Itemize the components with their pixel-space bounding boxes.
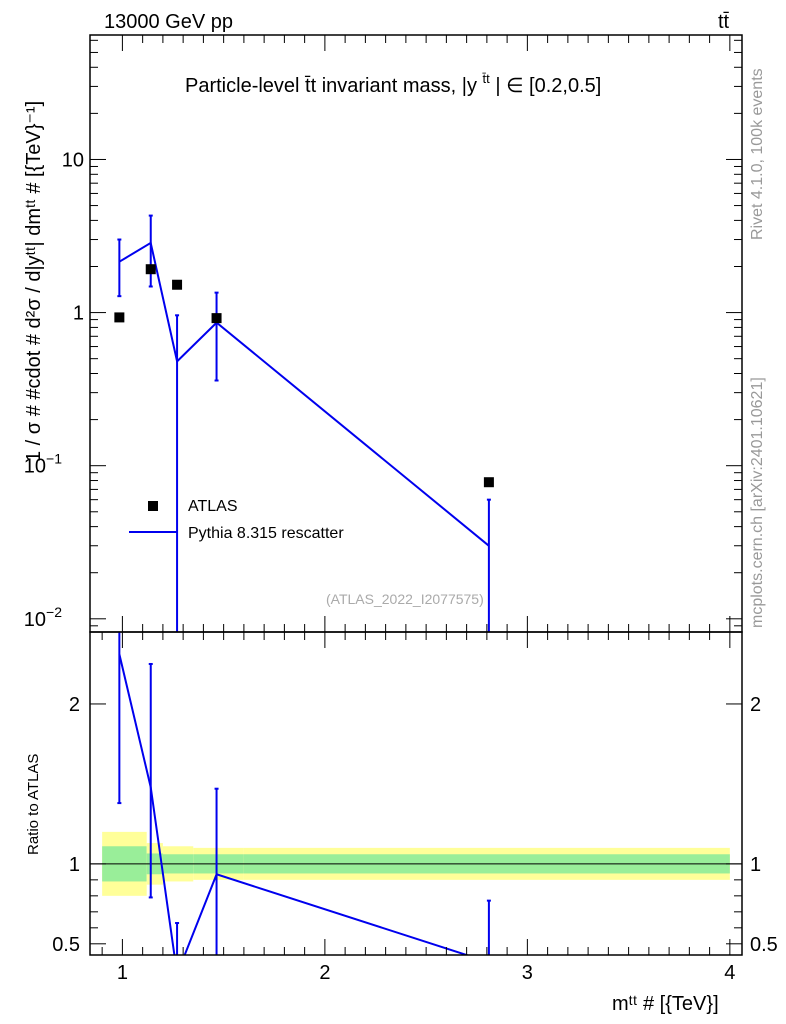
ratio-panel: 0.5 0.5 1 1 2 2 1 2 3 4	[52, 631, 778, 984]
main-title-sup: t̄t	[482, 71, 490, 86]
main-title: Particle-level t̄t invariant mass, |y t̄…	[185, 66, 601, 97]
process-label: tt̄	[718, 11, 730, 33]
ratio-frame	[89, 631, 743, 956]
ratio-y-tick-label: 1	[69, 854, 80, 876]
main-y-tick-label: 10	[62, 149, 84, 171]
analysis-watermark: (ATLAS_2022_I2077575)	[326, 591, 484, 607]
legend-atlas-label: ATLAS	[188, 498, 238, 515]
atlas-data-point	[114, 312, 125, 323]
mcplots-label: mcplots.cern.ch [arXiv:2401.10621]	[749, 377, 766, 628]
ratio-y-tick-label-right: 0.5	[750, 934, 778, 956]
ratio-y-tick-label-right: 1	[750, 854, 761, 876]
energy-label: 13000 GeV pp	[104, 11, 233, 33]
main-y-axis-title: 1 / σ # #cdot # d²σ / d|yᵗᵗ| dmᵗᵗ # [{Te…	[23, 101, 45, 462]
legend-atlas-marker	[148, 501, 158, 511]
atlas-data-point	[172, 279, 183, 290]
atlas-data-point	[145, 264, 156, 275]
ratio-pythia-line	[118, 654, 470, 955]
main-title-text: Particle-level t̄t invariant mass, |y	[185, 75, 477, 97]
x-axis-title: mᵗᵗ # [{TeV}]	[612, 993, 719, 1015]
legend: ATLAS Pythia 8.315 rescatter	[129, 498, 344, 542]
ratio-y-tick-label-right: 2	[750, 694, 761, 716]
main-y-tick-exponent: −2	[46, 604, 62, 620]
ratio-x-tick-label: 4	[724, 962, 735, 984]
ratio-x-tick-label: 3	[522, 962, 533, 984]
legend-pythia-label: Pythia 8.315 rescatter	[188, 525, 344, 542]
main-y-tick-exponent: −1	[46, 451, 62, 467]
rivet-label: Rivet 4.1.0, 100k events	[749, 68, 766, 240]
main-y-tick-label: 10−2	[24, 604, 62, 631]
main-y-tick-label: 1	[73, 303, 84, 325]
ratio-y-tick-label: 0.5	[52, 934, 80, 956]
atlas-data-point	[483, 477, 494, 488]
atlas-data-point	[211, 313, 222, 324]
ratio-y-axis-title: Ratio to ATLAS	[25, 754, 42, 855]
ratio-x-tick-label: 2	[319, 962, 330, 984]
main-frame	[89, 34, 743, 633]
main-title-suffix: | ∈ [0.2,0.5]	[495, 75, 601, 97]
ratio-y-tick-label: 2	[69, 694, 80, 716]
ratio-x-tick-label: 1	[117, 962, 128, 984]
